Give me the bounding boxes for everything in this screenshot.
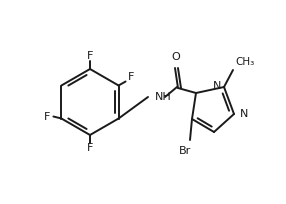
Text: F: F	[87, 143, 93, 153]
Text: CH₃: CH₃	[235, 57, 254, 67]
Text: F: F	[127, 72, 134, 82]
Text: N: N	[240, 109, 248, 119]
Text: F: F	[87, 51, 93, 61]
Text: Br: Br	[179, 146, 191, 156]
Text: NH: NH	[155, 92, 172, 102]
Text: F: F	[44, 112, 51, 122]
Text: N: N	[212, 81, 221, 91]
Text: O: O	[172, 52, 180, 62]
